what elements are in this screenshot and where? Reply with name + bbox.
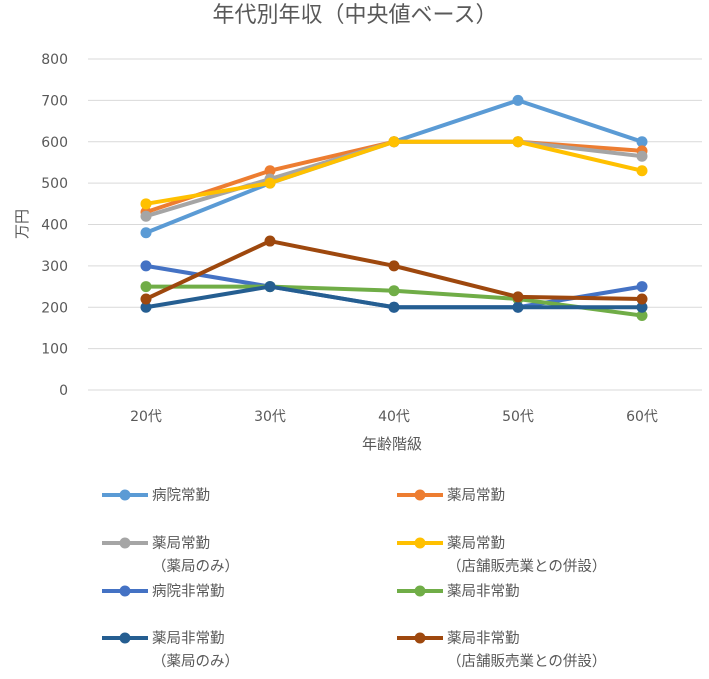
legend-label: 薬局非常勤 xyxy=(447,630,520,647)
legend-label: 薬局常勤 xyxy=(447,535,505,552)
legend-label: 薬局非常勤 xyxy=(447,583,520,600)
legend-label: 薬局常勤 xyxy=(447,487,505,504)
legend-item: 病院非常勤 xyxy=(102,583,225,600)
y-tick-label: 500 xyxy=(41,176,68,192)
legend-label: （店舗販売業との併設） xyxy=(447,653,606,670)
legend-swatch-marker xyxy=(414,585,426,597)
y-tick-label: 100 xyxy=(41,342,68,358)
legend-item: 薬局常勤 （店舗販売業との併設） xyxy=(397,535,606,575)
y-tick-label: 400 xyxy=(41,218,68,234)
legend-swatch-marker xyxy=(414,489,426,501)
x-axis-title: 年齢階級 xyxy=(362,435,422,453)
series-1 xyxy=(140,94,648,239)
legend-swatch-marker xyxy=(414,537,426,549)
data-point xyxy=(512,301,524,313)
x-tick-label: 40代 xyxy=(378,409,410,425)
legend-item: 薬局常勤 （薬局のみ） xyxy=(102,535,239,575)
data-point xyxy=(636,293,648,305)
y-axis-title: 万円 xyxy=(13,209,31,239)
series-6 xyxy=(140,281,648,322)
data-point xyxy=(264,235,276,247)
data-point xyxy=(388,136,400,148)
x-tick-label: 30代 xyxy=(254,409,286,425)
data-point xyxy=(140,281,152,293)
data-point xyxy=(264,281,276,293)
y-tick-label: 300 xyxy=(41,259,68,275)
data-point xyxy=(388,285,400,297)
data-point xyxy=(264,165,276,177)
data-point xyxy=(140,293,152,305)
data-point xyxy=(636,301,648,313)
legend-label: 薬局非常勤 xyxy=(152,630,225,647)
data-point xyxy=(140,260,152,272)
y-axis-ticks: 0 100 200 300 400 500 600 700 800 xyxy=(41,52,68,399)
data-point xyxy=(636,281,648,293)
y-tick-label: 700 xyxy=(41,93,68,109)
x-tick-label: 50代 xyxy=(502,409,534,425)
data-point xyxy=(636,150,648,162)
legend-item: 薬局非常勤 （店舗販売業との併設） xyxy=(397,630,606,670)
data-point xyxy=(140,301,152,313)
legend-label: 薬局常勤 xyxy=(152,535,210,552)
data-point xyxy=(512,136,524,148)
data-point xyxy=(140,227,152,239)
series-3 xyxy=(140,136,648,222)
legend-swatch-marker xyxy=(119,537,131,549)
gridlines xyxy=(88,58,702,391)
series-7 xyxy=(140,281,648,313)
data-point xyxy=(388,301,400,313)
x-tick-label: 60代 xyxy=(626,409,658,425)
legend-item: 薬局非常勤 xyxy=(397,583,520,600)
series-line xyxy=(144,98,644,235)
x-axis-ticks: 20代 30代 40代 50代 60代 xyxy=(130,409,658,425)
y-tick-label: 600 xyxy=(41,135,68,151)
x-tick-label: 20代 xyxy=(130,409,162,425)
data-point xyxy=(140,210,152,222)
y-tick-label: 0 xyxy=(59,383,68,399)
data-point xyxy=(264,177,276,189)
legend-swatch-marker xyxy=(119,489,131,501)
data-point xyxy=(388,260,400,272)
legend-label: 病院非常勤 xyxy=(152,583,225,600)
legend-label: （薬局のみ） xyxy=(152,558,239,575)
legend-label: 病院常勤 xyxy=(152,487,210,504)
y-tick-label: 800 xyxy=(41,52,68,68)
legend-item: 病院常勤 xyxy=(102,487,210,504)
y-tick-label: 200 xyxy=(41,300,68,316)
data-point xyxy=(636,136,648,148)
series-8 xyxy=(140,235,648,305)
series-4 xyxy=(140,136,648,210)
legend-swatch-marker xyxy=(414,632,426,644)
legend-swatch-marker xyxy=(119,585,131,597)
legend-swatch-marker xyxy=(119,632,131,644)
series-group xyxy=(140,94,648,322)
legend-label: （薬局のみ） xyxy=(152,653,239,670)
legend-label: （店舗販売業との併設） xyxy=(447,558,606,575)
data-point xyxy=(140,198,152,210)
legend-item: 薬局非常勤 （薬局のみ） xyxy=(102,630,239,670)
data-point xyxy=(512,94,524,106)
legend-item: 薬局常勤 xyxy=(397,487,505,504)
data-point xyxy=(636,165,648,177)
data-point xyxy=(636,310,648,322)
chart-title: 年代別年収（中央値ベース） xyxy=(213,3,498,28)
data-point xyxy=(512,291,524,303)
